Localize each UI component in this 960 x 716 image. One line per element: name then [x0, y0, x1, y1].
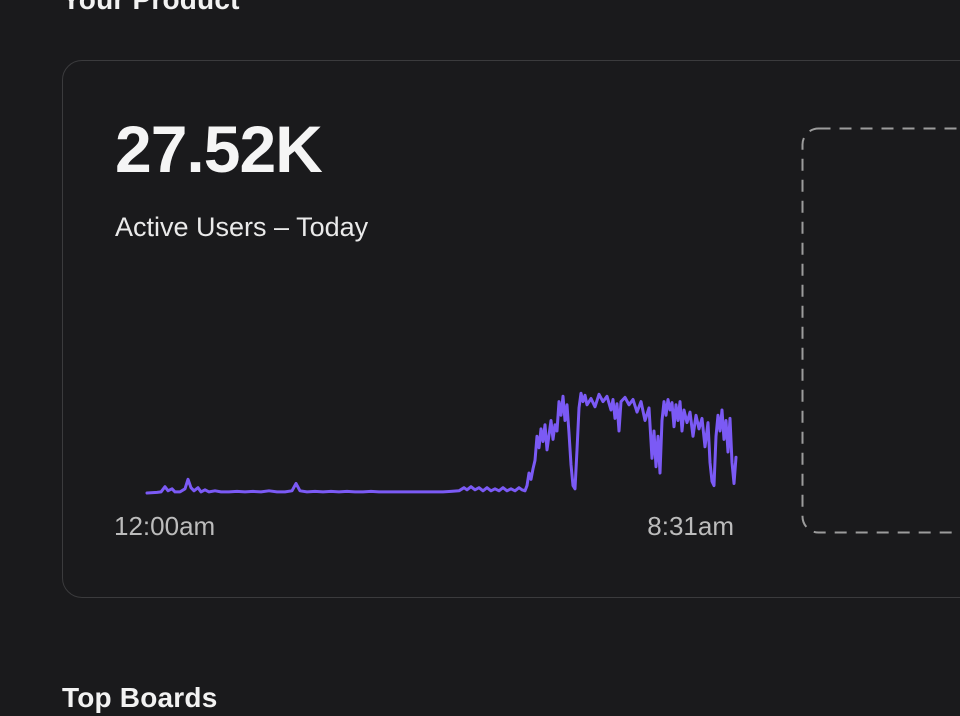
section-title-top-boards: Top Boards	[62, 682, 218, 713]
x-axis-start-label: 12:00am	[114, 511, 216, 541]
section-title-your-product: Your Product	[62, 0, 240, 16]
x-axis-end-label: 8:31am	[647, 511, 734, 541]
dashed-border-rect	[801, 127, 960, 534]
sparkline-path	[145, 391, 738, 495]
active-users-sparkline	[145, 391, 738, 495]
stat-value: 27.52K	[115, 112, 323, 186]
stat-label: Active Users – Today	[115, 212, 369, 242]
dashed-border-outline	[801, 127, 960, 534]
active-users-card: 27.52K Active Users – Today 12:00am 8:31…	[62, 60, 960, 598]
add-widget-placeholder[interactable]	[801, 127, 960, 534]
x-axis-labels: 12:00am 8:31am	[114, 511, 734, 542]
